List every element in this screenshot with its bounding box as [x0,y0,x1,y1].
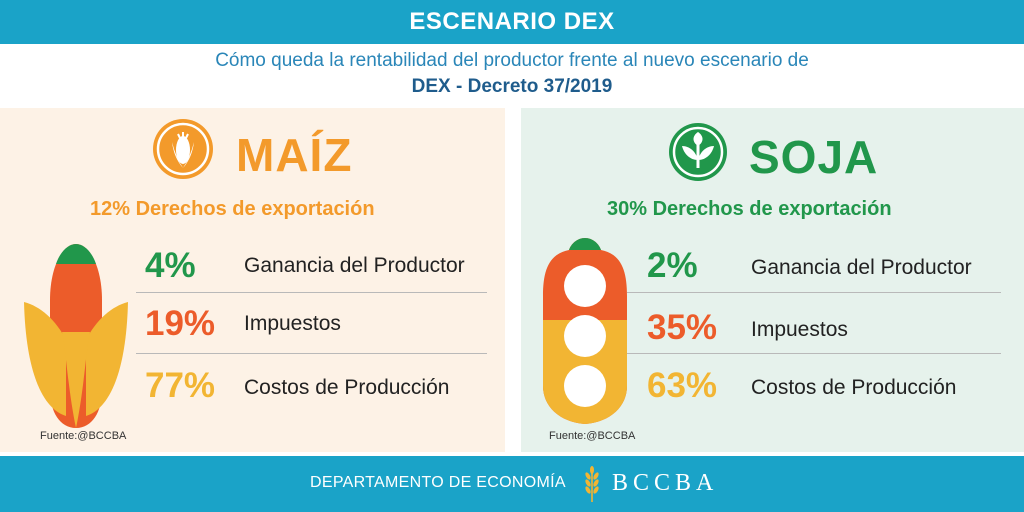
maiz-title: MAÍZ [236,129,353,181]
maiz-divider-1 [136,292,487,293]
maiz-tax: 12% Derechos de exportación [90,198,375,220]
wheat-icon [585,466,599,502]
soja-source: Fuente:@BCCBA [549,430,636,442]
soja-pct-ganancia: 2% [647,246,698,285]
soja-divider-2 [627,353,1001,354]
maiz-label-ganancia: Ganancia del Productor [244,254,465,277]
footer-brand: BCCBA [612,470,719,496]
soja-label-ganancia: Ganancia del Productor [751,256,972,279]
footer-department: DEPARTAMENTO DE ECONOMÍA [310,474,566,491]
soja-label-impuestos: Impuestos [751,318,848,341]
maiz-panel: MAÍZ 12% Derechos de exportación 4% Gana… [0,108,505,452]
soybean-pod-illustration [543,238,627,424]
subtitle-decree: DEX - Decreto 37/2019 [411,76,613,97]
maiz-label-costos: Costos de Producción [244,376,450,399]
subtitle: Cómo queda la rentabilidad del productor… [215,50,809,71]
corn-icon [153,119,213,179]
maiz-pct-impuestos: 19% [145,304,216,343]
maiz-label-impuestos: Impuestos [244,312,341,335]
soja-title: SOJA [749,131,879,183]
soja-label-costos: Costos de Producción [751,376,957,399]
soja-tax: 30% Derechos de exportación [607,198,892,220]
soja-pct-costos: 63% [647,366,718,405]
header-bar: ESCENARIO DEX [0,0,1024,44]
soja-pct-impuestos: 35% [647,308,718,347]
footer-bar: DEPARTAMENTO DE ECONOMÍA BCCBA [0,456,1024,512]
maiz-pct-costos: 77% [145,366,216,405]
maiz-divider-2 [136,353,487,354]
plant-icon [669,123,727,181]
maiz-source: Fuente:@BCCBA [40,430,127,442]
maiz-pct-ganancia: 4% [145,246,196,285]
soja-divider-1 [627,292,1001,293]
corn-cob-illustration [24,244,128,428]
soja-panel: SOJA 30% Derechos de exportación 2% Gana… [521,108,1024,452]
page-title: ESCENARIO DEX [409,8,615,35]
